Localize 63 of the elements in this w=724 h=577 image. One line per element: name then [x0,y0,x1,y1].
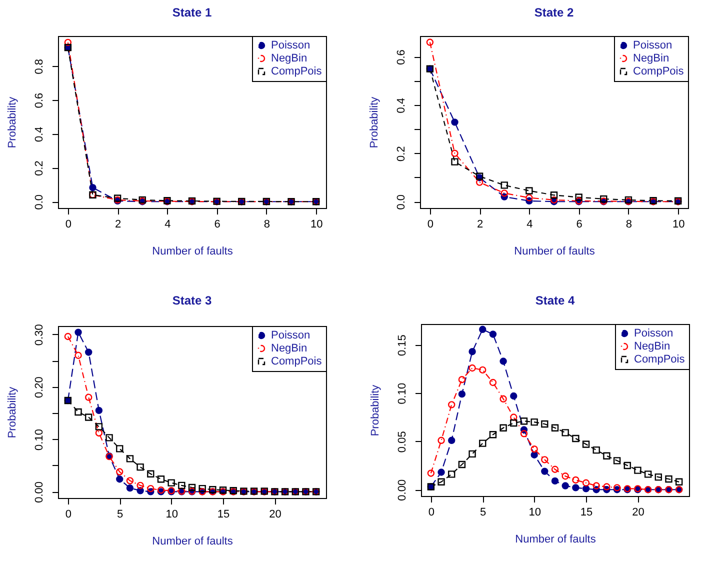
x-tick-label: 0 [427,218,434,230]
y-tick-label: 0.2 [396,146,408,162]
x-tick-label: 0 [65,218,72,230]
y-tick-label: 0.0 [396,194,408,210]
legend-label: Poisson [271,330,310,342]
y-tick-label: 0.05 [396,431,408,453]
y-tick-label: 0.30 [34,324,46,346]
x-tick-label: 4 [164,218,171,230]
y-tick-label: 0.10 [396,382,408,404]
legend-label: CompPois [271,66,322,78]
x-tick-label: 6 [214,218,220,230]
y-tick-label: 0.15 [396,334,408,356]
x-axis-title: Number of faults [152,246,234,258]
x-tick-label: 15 [217,508,230,520]
x-tick-label: 2 [114,218,122,230]
y-tick-label: 0.4 [396,98,408,114]
legend-label: NegBin [271,342,308,354]
y-tick-label: 0.6 [34,92,46,108]
x-tick-label: 20 [632,506,644,518]
y-tick-label: 0.6 [396,50,408,65]
y-tick-label: 0.4 [34,126,46,142]
y-axis-title: Probability [370,384,382,436]
x-tick-label: 8 [264,218,270,230]
x-tick-label: 10 [528,506,541,518]
y-tick-label: 0.8 [34,58,46,74]
x-tick-label: 0 [428,506,434,518]
x-tick-label: 5 [480,506,486,518]
x-axis-title: Number of faults [152,536,234,548]
y-axis-title: Probability [6,386,18,438]
x-tick-label: 4 [526,218,533,230]
x-tick-label: 10 [310,218,323,230]
y-axis-title: Probability [6,96,18,148]
chart-title: State 4 [535,294,575,308]
x-tick-label: 8 [626,218,632,230]
y-axis-title: Probability [368,96,380,148]
legend-label: NegBin [271,52,308,64]
y-tick-label: 0.10 [34,429,46,450]
chart-title: State 3 [172,294,212,308]
legend-label: NegBin [633,52,670,64]
x-tick-label: 20 [269,508,282,520]
x-tick-label: 6 [576,218,582,230]
x-tick-label: 10 [166,508,178,520]
legend-label: Poisson [634,328,674,340]
legend-label: Poisson [633,40,672,52]
chart-title: State 1 [172,6,212,20]
legend-label: Poisson [271,40,310,52]
y-tick-label: 0.2 [34,160,46,176]
y-tick-label: 0.0 [34,194,46,210]
chart-title: State 2 [534,6,574,20]
legend-label: CompPois [633,66,684,78]
x-tick-label: 0 [65,508,72,520]
x-tick-label: 10 [672,218,685,230]
x-tick-label: 5 [117,508,124,520]
x-axis-title: Number of faults [515,534,596,546]
y-tick-label: 0.00 [396,479,408,501]
legend-label: NegBin [634,340,670,352]
y-tick-label: 0.00 [34,481,46,503]
x-tick-label: 2 [476,218,484,230]
y-tick-label: 0.20 [34,376,46,398]
x-tick-label: 15 [580,506,593,518]
legend-label: CompPois [271,356,322,368]
legend-label: CompPois [634,354,686,366]
x-axis-title: Number of faults [514,246,596,258]
